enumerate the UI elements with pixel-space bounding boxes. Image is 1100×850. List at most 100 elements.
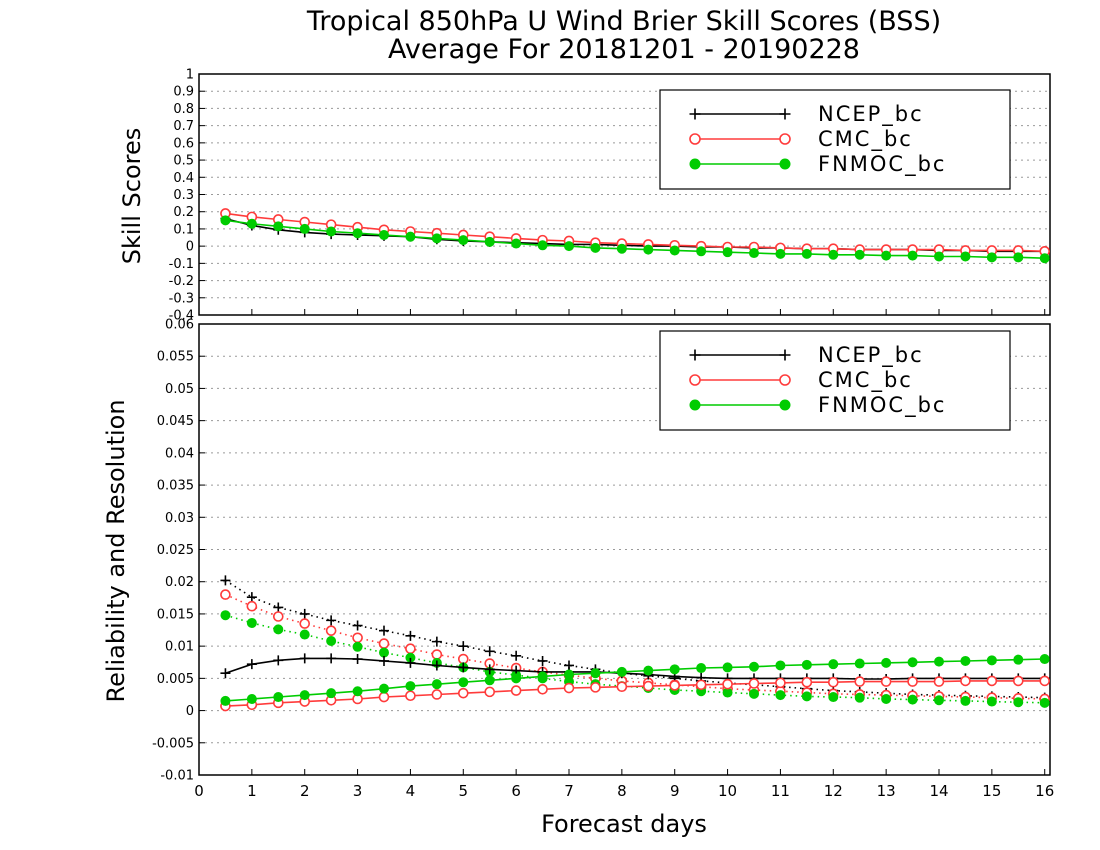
bottom-legend-marker-fnmoc-bc	[779, 399, 791, 411]
x-axis-label: Forecast days	[541, 810, 707, 838]
bottom-y-tick-label: 0.06	[165, 318, 194, 333]
bottom-point-fnmoc-bc-solid	[379, 683, 389, 694]
top-legend-label-cmc-bc: CMC_bc	[818, 127, 913, 152]
x-tick-label: 12	[824, 782, 843, 800]
bottom-point-fnmoc-bc-dotted	[246, 617, 257, 628]
bottom-point-cmc-bc-dotted	[220, 589, 231, 600]
bottom-point-ncep-bc-solid	[458, 662, 469, 673]
x-tick-label: 6	[511, 782, 521, 800]
bottom-y-axis-label: Reliability and Resolution	[102, 399, 130, 702]
bottom-point-fnmoc-bc-solid	[775, 660, 786, 671]
bottom-legend-marker-ncep-bc	[689, 349, 701, 361]
bottom-point-cmc-bc-solid	[722, 678, 733, 690]
top-y-tick-label: 0.2	[173, 205, 194, 220]
bottom-point-fnmoc-bc-solid	[431, 679, 442, 690]
top-point-fnmoc-bc-solid	[775, 248, 786, 259]
bottom-point-fnmoc-bc-dotted	[326, 635, 337, 646]
bottom-point-ncep-bc-dotted	[299, 608, 310, 619]
bottom-point-cmc-bc-dotted	[431, 649, 443, 660]
bottom-y-tick-label: -0.01	[160, 769, 194, 784]
top-point-fnmoc-bc-solid	[273, 221, 284, 232]
bottom-point-cmc-bc-dotted	[405, 643, 416, 655]
bottom-point-cmc-bc-solid	[563, 682, 575, 694]
x-tick-label: 14	[929, 782, 948, 800]
bottom-point-ncep-bc-dotted	[431, 636, 442, 647]
bottom-point-cmc-bc-solid	[801, 676, 813, 688]
bottom-legend-marker-fnmoc-bc	[689, 399, 701, 411]
bottom-point-ncep-bc-solid	[431, 660, 442, 671]
bottom-point-fnmoc-bc-dotted	[749, 688, 759, 699]
bottom-point-cmc-bc-solid	[484, 686, 496, 698]
top-point-fnmoc-bc-solid	[669, 245, 680, 256]
bottom-point-fnmoc-bc-solid	[273, 692, 284, 703]
bottom-point-fnmoc-bc-solid	[986, 655, 997, 666]
bottom-point-cmc-bc-solid	[457, 687, 469, 699]
top-point-fnmoc-bc-solid	[986, 252, 997, 263]
top-y-tick-label: 1	[186, 68, 194, 83]
bottom-point-fnmoc-bc-dotted	[379, 647, 389, 658]
bottom-point-ncep-bc-dotted	[511, 650, 522, 661]
top-y-tick-label: 0	[186, 240, 194, 255]
bottom-point-fnmoc-bc-dotted	[881, 693, 892, 704]
bottom-point-ncep-bc-dotted	[405, 630, 416, 641]
top-point-fnmoc-bc-solid	[907, 250, 918, 261]
top-y-tick-label: -0.3	[169, 291, 194, 306]
x-tick-label: 8	[617, 782, 627, 800]
x-tick-label: 3	[353, 782, 363, 800]
top-point-fnmoc-bc-solid	[1039, 253, 1050, 264]
bottom-point-cmc-bc-solid	[510, 685, 522, 696]
bottom-point-cmc-bc-solid	[537, 684, 548, 695]
top-y-tick-label: 0.9	[173, 85, 194, 100]
bottom-legend-marker-cmc-bc	[689, 374, 701, 386]
top-point-fnmoc-bc-solid	[405, 231, 416, 242]
top-legend-label-ncep-bc: NCEP_bc	[818, 102, 924, 127]
top-y-tick-label: 0.5	[173, 154, 194, 169]
bottom-point-fnmoc-bc-dotted	[220, 610, 231, 621]
bottom-series-line-cmc-bc-dotted	[225, 593, 1045, 700]
top-point-fnmoc-bc-solid	[352, 228, 363, 239]
bottom-legend-label-fnmoc-bc: FNMOC_bc	[818, 393, 946, 418]
bottom-point-cmc-bc-dotted	[457, 653, 469, 665]
bottom-point-ncep-bc-solid	[246, 659, 257, 670]
top-point-fnmoc-bc-solid	[511, 238, 522, 249]
bottom-point-ncep-bc-solid	[405, 657, 416, 668]
x-tick-label: 1	[247, 782, 257, 800]
top-point-fnmoc-bc-solid	[537, 240, 548, 251]
bottom-point-fnmoc-bc-solid	[881, 657, 892, 668]
skill-score-panel: -0.4 -0.3 -0.2 -0.1 0 0.1 0.2 0.3 0.4 0.5 0.6 0.7 0.…	[169, 68, 1051, 324]
bottom-point-cmc-bc-solid	[405, 690, 416, 702]
bottom-point-fnmoc-bc-solid	[696, 663, 707, 674]
top-point-fnmoc-bc-solid	[696, 246, 707, 257]
bottom-y-tick-label: 0.055	[157, 350, 194, 365]
bottom-point-fnmoc-bc-solid	[801, 659, 812, 670]
x-tick-label: 7	[564, 782, 574, 800]
bottom-point-fnmoc-bc-solid	[352, 686, 363, 697]
bottom-point-fnmoc-bc-solid	[326, 688, 337, 699]
x-tick-label: 9	[670, 782, 680, 800]
top-point-fnmoc-bc-solid	[749, 248, 759, 259]
bottom-y-tick-label: 0.035	[157, 479, 194, 494]
bottom-point-fnmoc-bc-solid	[590, 668, 601, 679]
x-tick-label: 10	[718, 782, 737, 800]
bottom-point-cmc-bc-solid	[431, 689, 443, 700]
bottom-point-cmc-bc-solid	[960, 675, 971, 687]
top-y-tick-label: 0.4	[173, 171, 194, 186]
top-series-line-ncep-bc-solid	[225, 217, 1045, 253]
top-point-fnmoc-bc-solid	[379, 229, 389, 240]
bottom-point-cmc-bc-solid	[748, 678, 760, 689]
x-tick-label: 16	[1035, 782, 1054, 800]
bottom-point-fnmoc-bc-solid	[907, 657, 918, 668]
bottom-point-fnmoc-bc-solid	[405, 681, 416, 692]
bottom-point-fnmoc-bc-solid	[484, 675, 495, 686]
bottom-point-ncep-bc-solid	[326, 653, 337, 664]
top-point-fnmoc-bc-solid	[590, 242, 601, 253]
bottom-y-tick-label: 0.025	[157, 543, 194, 558]
x-tick-label: 4	[406, 782, 416, 800]
x-tick-label: 5	[459, 782, 469, 800]
top-point-fnmoc-bc-solid	[934, 251, 944, 262]
top-legend-label-fnmoc-bc: FNMOC_bc	[818, 152, 946, 177]
bottom-y-tick-label: 0	[186, 704, 194, 719]
bottom-point-ncep-bc-dotted	[246, 592, 257, 603]
bottom-y-tick-label: 0.045	[157, 414, 194, 429]
bottom-point-fnmoc-bc-dotted	[960, 695, 971, 706]
